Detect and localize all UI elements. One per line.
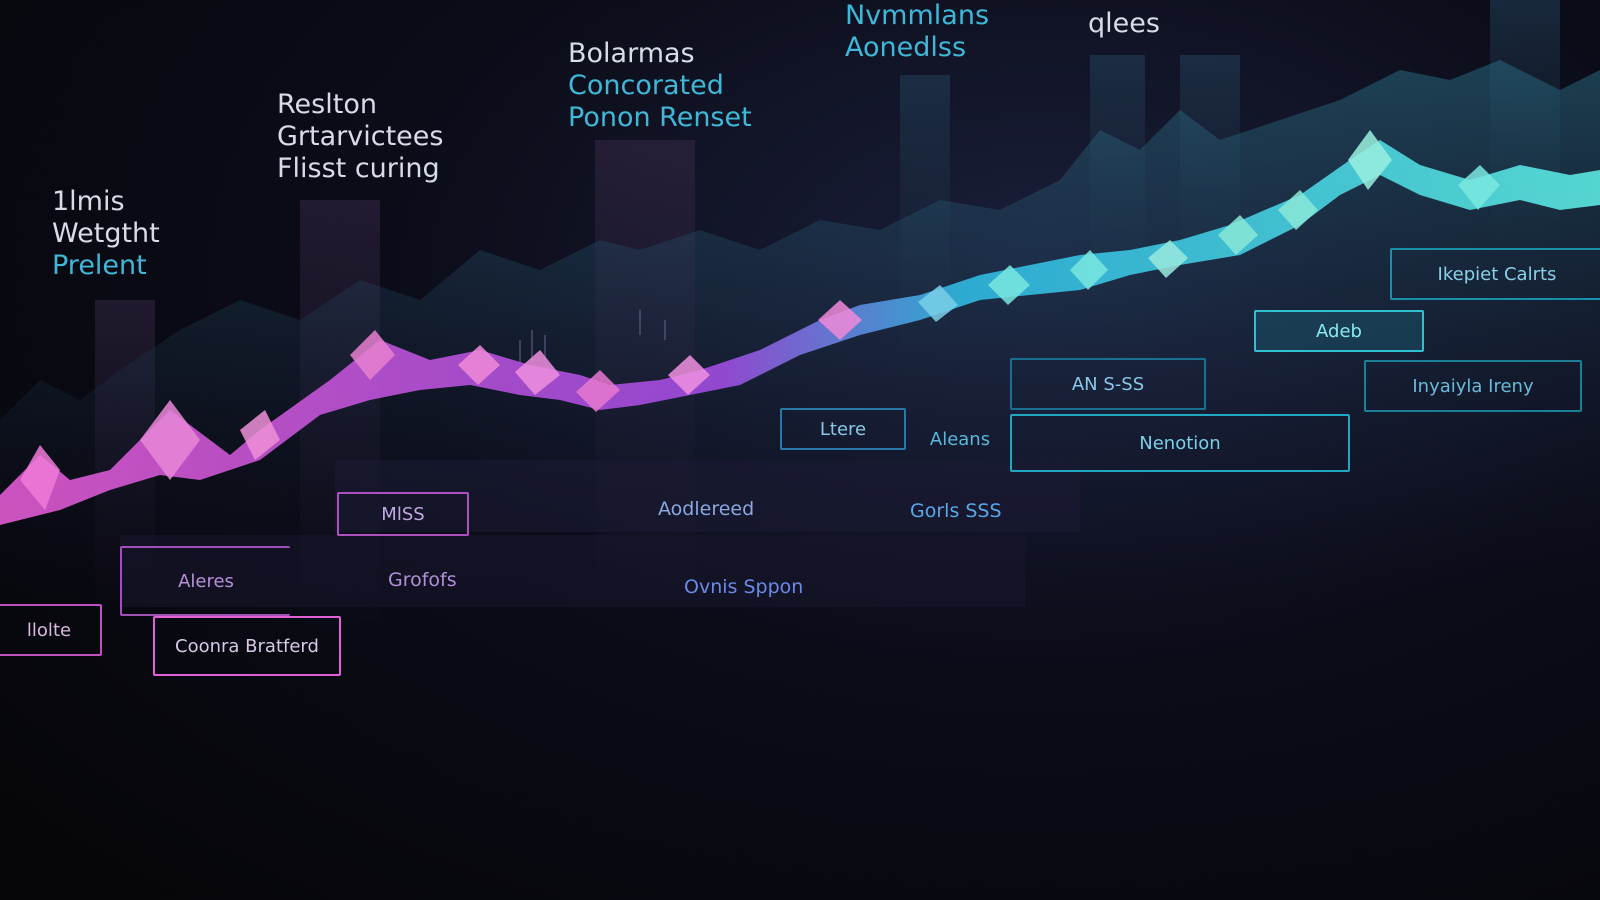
heading-line: qlees <box>1088 8 1160 39</box>
heading-line: Flisst curing <box>277 153 440 184</box>
heading-block-2: Reslton Grtarvictees Flisst curing <box>277 89 443 185</box>
tick-marks <box>519 310 666 365</box>
heading-line: Aonedlss <box>845 32 967 63</box>
heading-line: Reslton <box>277 89 377 120</box>
row-label: Gorls SSS <box>910 500 1002 522</box>
ribbon-trend <box>0 140 1600 525</box>
tag-teal[interactable]: Inyaiyla Ireny <box>1364 360 1582 412</box>
heading-line: Bolarmas <box>568 38 695 69</box>
heading-line: Ponon Renset <box>568 102 752 133</box>
tag-teal[interactable]: AN S-SS <box>1010 358 1206 410</box>
row-label: Aodlereed <box>658 498 755 520</box>
tag-magenta[interactable]: Coonra Bratferd <box>153 616 341 676</box>
row-label: Ovnis Sppon <box>684 576 804 598</box>
heading-block-4: Nvmmlans Aonedlss <box>845 0 989 64</box>
tag-magenta[interactable]: llolte <box>0 604 102 656</box>
tag-teal[interactable]: Aleans <box>929 428 991 450</box>
ribbon-facets <box>20 130 1500 510</box>
tag-teal[interactable]: Nenotion <box>1010 414 1350 472</box>
heading-block-1: 1lmis Wetgtht Prelent <box>52 186 160 282</box>
tag-label: Grofofs <box>388 569 457 591</box>
heading-line: Concorated <box>568 70 724 101</box>
heading-block-5: qlees <box>1088 8 1160 40</box>
tag-teal[interactable]: Adeb <box>1254 310 1424 352</box>
row-band-1 <box>335 460 1080 532</box>
tag-teal[interactable]: Ltere <box>780 408 906 450</box>
heading-line: Nvmmlans <box>845 0 990 31</box>
heading-line: Prelent <box>52 250 147 281</box>
tag-magenta[interactable]: Aleres <box>120 546 290 616</box>
heading-block-3: Bolarmas Concorated Ponon Renset <box>568 38 752 134</box>
tag-teal[interactable]: Ikepiet Calrts <box>1390 248 1600 300</box>
heading-line: 1lmis <box>52 186 125 217</box>
tag-magenta[interactable]: MlSS <box>337 492 469 536</box>
heading-line: Grtarvictees <box>277 121 444 152</box>
heading-line: Wetgtht <box>52 218 160 249</box>
